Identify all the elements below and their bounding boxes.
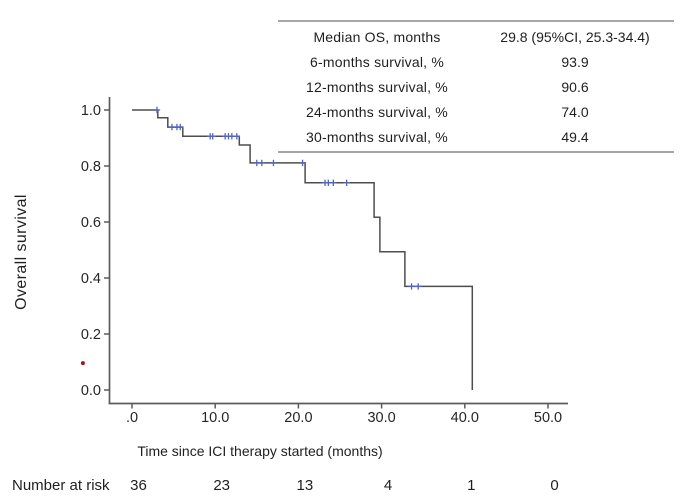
x-tick-label: 50.0 [534,410,562,426]
table-row: 30-months survival, % 49.4 [278,124,674,149]
y-tick-label: 0.2 [81,327,101,343]
table-row-value: 90.6 [561,78,589,95]
censor-mark [153,106,161,114]
censor-mark [408,283,415,290]
table-row-label: 12-months survival, % [306,78,448,95]
table-row-value: 93.9 [561,53,589,70]
at-risk-count: 1 [467,477,475,494]
x-tick-label: 40.0 [451,410,479,426]
y-tick-label: 0.0 [81,383,101,399]
censor-mark [233,133,241,140]
censor-mark [330,179,337,186]
table-row-label: 6-months survival, % [310,53,444,70]
table-row-label: 24-months survival, % [306,103,448,120]
stray-red-dot [80,361,85,366]
censor-mark [343,179,350,186]
censor-mark [258,159,265,167]
at-risk-count: 13 [297,477,314,494]
table-row-label: 30-months survival, % [306,128,448,145]
at-risk-count: 36 [130,477,147,494]
table-row: 6-months survival, % 93.9 [278,49,674,74]
table-row: Median OS, months 29.8 (95%CI, 25.3-34.4… [278,24,674,49]
censor-mark [177,123,184,131]
survival-curve [132,109,474,390]
number-at-risk-label: Number at risk [12,477,110,494]
x-tick-label: .0 [126,410,138,426]
y-tick-label: 0.4 [81,271,101,287]
table-row-label: Median OS, months [313,28,441,45]
table-row-value: 49.4 [561,128,589,145]
censor-mark [209,133,216,140]
censor-mark [299,159,306,167]
table-row-value: 29.8 (95%CI, 25.3-34.4) [500,28,650,45]
x-tick-label: 20.0 [284,410,312,426]
y-axis-title: Overall survival [13,194,30,310]
os-summary-table: Median OS, months 29.8 (95%CI, 25.3-34.4… [278,20,674,153]
at-risk-count: 0 [550,477,558,494]
x-tick-label: 30.0 [367,410,395,426]
x-axis-title: Time since ICI therapy started (months) [137,443,383,459]
censor-mark [415,283,422,290]
table-row: 24-months survival, % 74.0 [278,99,674,124]
table-row: 12-months survival, % 90.6 [278,74,674,99]
table-row-value: 74.0 [561,103,589,120]
censor-mark [270,159,277,167]
y-tick-label: 0.8 [81,159,101,175]
y-tick-label: 1.0 [81,103,101,119]
y-tick-label: 0.6 [81,215,101,231]
at-risk-count: 4 [384,477,392,494]
x-tick-label: 10.0 [201,410,229,426]
at-risk-count: 23 [213,477,230,494]
